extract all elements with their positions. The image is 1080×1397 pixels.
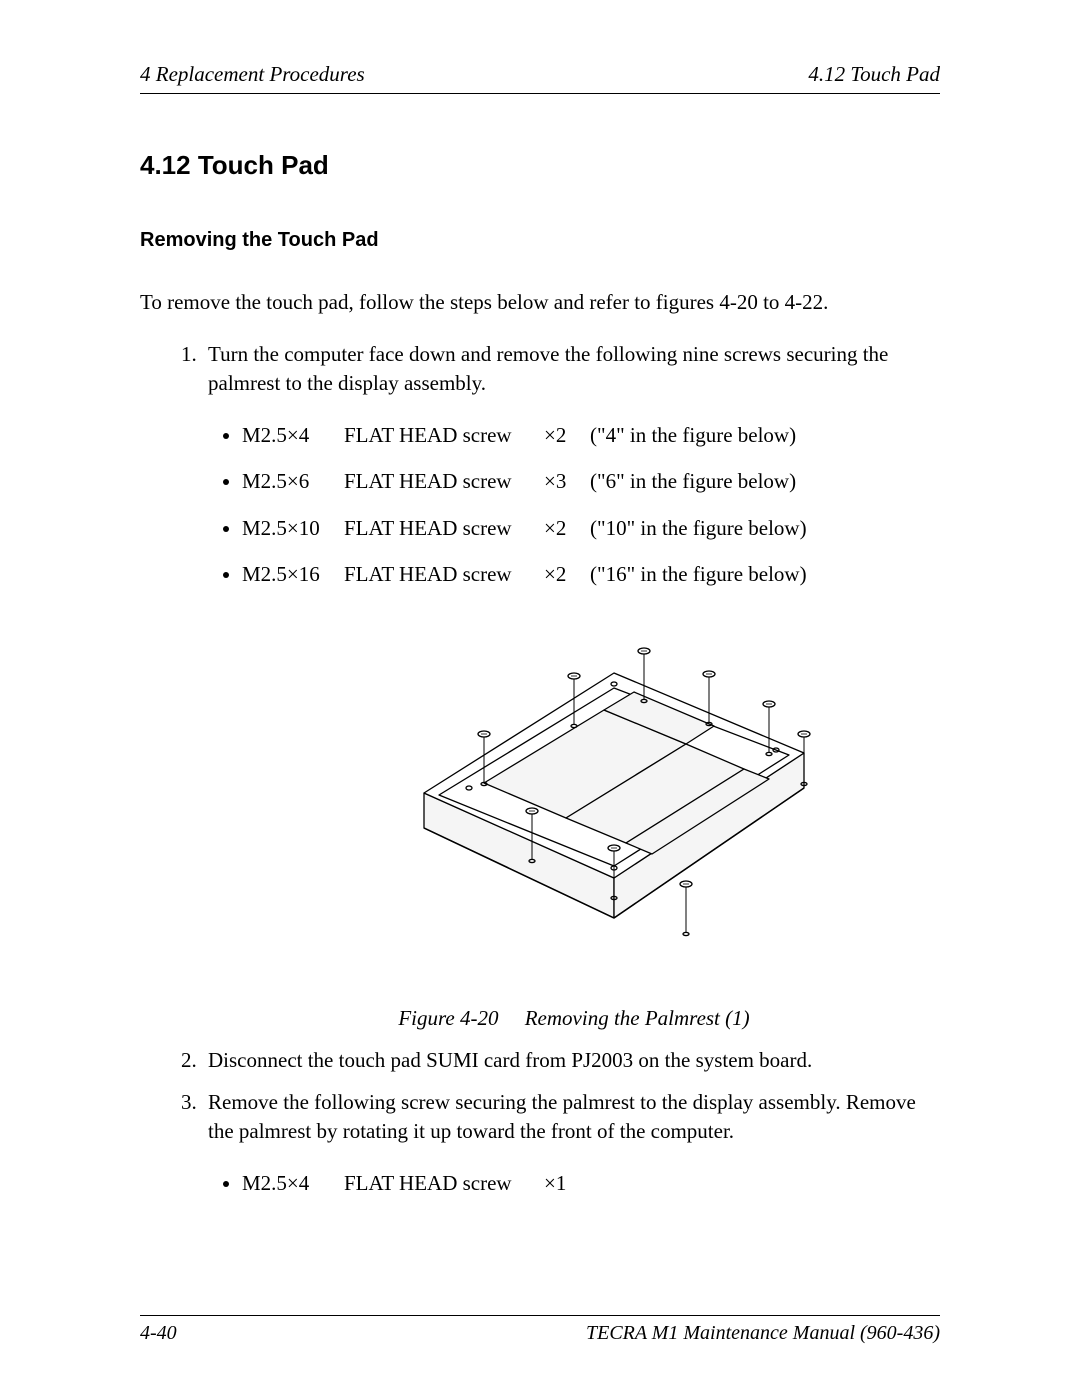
screw-item: M2.5×10FLAT HEAD screw×2("10" in the fig… [242, 514, 940, 542]
screw-type: FLAT HEAD screw [344, 467, 544, 495]
screw-size: M2.5×4 [242, 421, 344, 449]
screw-note: ("4" in the figure below) [590, 421, 940, 449]
step-1-text: Turn the computer face down and remove t… [208, 342, 888, 394]
screw-qty: ×3 [544, 467, 590, 495]
screw-type: FLAT HEAD screw [344, 1169, 544, 1197]
screw-item: M2.5×4FLAT HEAD screw×1 [242, 1169, 940, 1197]
figure-svg [314, 618, 834, 978]
figure-caption: Figure 4-20 Removing the Palmrest (1) [208, 1004, 940, 1032]
section-subheading: Removing the Touch Pad [140, 229, 940, 252]
step-1-screw-list: M2.5×4FLAT HEAD screw×2("4" in the figur… [208, 421, 940, 588]
step-2: Disconnect the touch pad SUMI card from … [202, 1046, 940, 1074]
screw-size: M2.5×16 [242, 560, 344, 588]
screw-item: M2.5×16FLAT HEAD screw×2("16" in the fig… [242, 560, 940, 588]
header-left: 4 Replacement Procedures [140, 62, 365, 87]
page-header: 4 Replacement Procedures 4.12 Touch Pad [140, 62, 940, 94]
step-2-text: Disconnect the touch pad SUMI card from … [208, 1048, 812, 1072]
screw-qty: ×1 [544, 1169, 590, 1197]
screw-note: ("6" in the figure below) [590, 467, 940, 495]
screw-item: M2.5×6FLAT HEAD screw×3("6" in the figur… [242, 467, 940, 495]
screw-qty: ×2 [544, 514, 590, 542]
screw-size: M2.5×4 [242, 1169, 344, 1197]
footer-left: 4-40 [140, 1322, 177, 1345]
procedure-steps: Turn the computer face down and remove t… [140, 340, 940, 1197]
header-right: 4.12 Touch Pad [808, 62, 940, 87]
screw-note: ("16" in the figure below) [590, 560, 940, 588]
screw-size: M2.5×6 [242, 467, 344, 495]
step-3-screw-list: M2.5×4FLAT HEAD screw×1 [208, 1169, 940, 1197]
step-3-text: Remove the following screw securing the … [208, 1090, 916, 1142]
screw-item: M2.5×4FLAT HEAD screw×2("4" in the figur… [242, 421, 940, 449]
step-1: Turn the computer face down and remove t… [202, 340, 940, 1032]
screw-qty: ×2 [544, 421, 590, 449]
page-footer: 4-40 TECRA M1 Maintenance Manual (960-43… [140, 1315, 940, 1345]
intro-text: To remove the touch pad, follow the step… [140, 288, 940, 316]
screw-size: M2.5×10 [242, 514, 344, 542]
figure-caption-text: Removing the Palmrest (1) [525, 1006, 750, 1030]
document-page: 4 Replacement Procedures 4.12 Touch Pad … [0, 0, 1080, 1397]
screw-note: ("10" in the figure below) [590, 514, 940, 542]
figure-4-20: Figure 4-20 Removing the Palmrest (1) [208, 618, 940, 1032]
screw-type: FLAT HEAD screw [344, 421, 544, 449]
footer-right: TECRA M1 Maintenance Manual (960-436) [586, 1322, 940, 1345]
step-3: Remove the following screw securing the … [202, 1088, 940, 1197]
screw-note [590, 1169, 940, 1197]
screw-qty: ×2 [544, 560, 590, 588]
screw-type: FLAT HEAD screw [344, 560, 544, 588]
figure-caption-prefix: Figure 4-20 [398, 1006, 498, 1030]
section-heading: 4.12 Touch Pad [140, 150, 940, 181]
screw-type: FLAT HEAD screw [344, 514, 544, 542]
